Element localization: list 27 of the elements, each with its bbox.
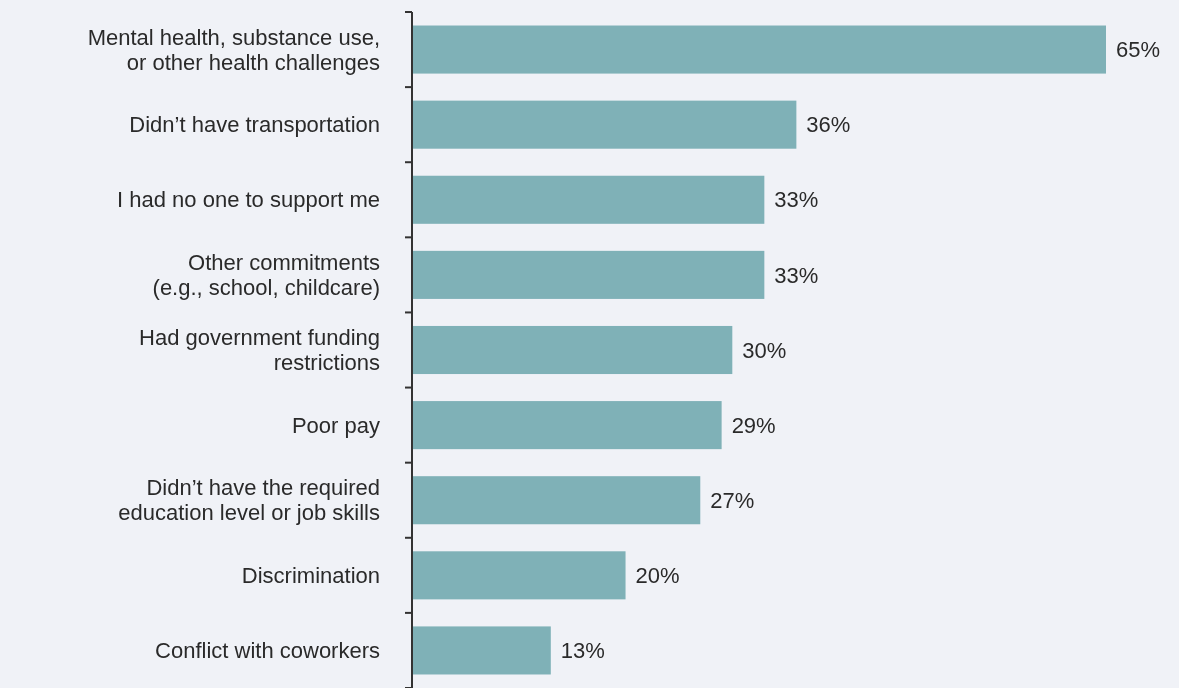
y-tick-label: Discrimination [241,563,380,589]
data-label: 29% [731,412,776,438]
bar [412,175,765,224]
y-tick-label: Mental health, substance use, or other health challenges [87,24,380,75]
bar [412,325,733,375]
bar [412,401,722,450]
data-label: 36% [806,112,851,138]
data-label: 33% [774,262,819,288]
y-tick-label: Conflict with coworkers [155,638,380,664]
y-tick-label: Had government funding restrictions [139,325,380,376]
y-tick-label: Poor pay [291,412,380,438]
y-tick-label: Other commitments (e.g., school, childcare) [152,250,380,301]
bar [412,626,551,675]
data-label: 13% [560,638,605,664]
bar [412,476,701,525]
y-tick-label: Didn’t have transportation [129,112,380,138]
y-tick-label: I had no one to support me [117,187,380,213]
data-label: 20% [635,563,680,589]
data-label: 65% [1116,37,1161,63]
data-label: 33% [774,187,819,213]
data-label: 27% [710,487,755,513]
bar [412,551,626,600]
bar [412,25,1106,74]
bar [412,250,765,299]
bar [412,100,797,149]
data-label: 30% [742,337,787,363]
y-tick-label: Didn’t have the required education level or job skills [118,475,380,526]
